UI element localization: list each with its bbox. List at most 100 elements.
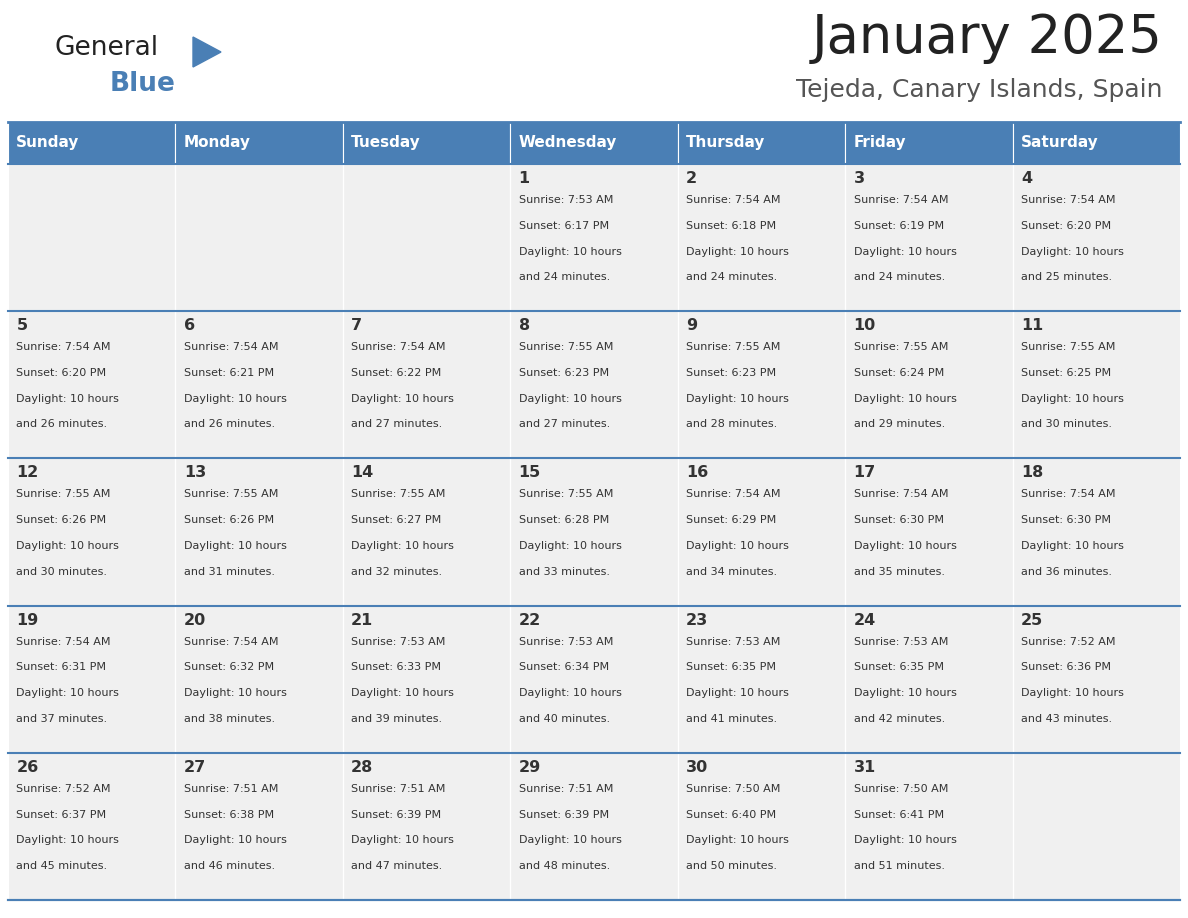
- Text: Sunrise: 7:53 AM: Sunrise: 7:53 AM: [519, 195, 613, 205]
- Text: Daylight: 10 hours: Daylight: 10 hours: [184, 541, 286, 551]
- Bar: [677, 753, 845, 900]
- Text: 25: 25: [1020, 612, 1043, 628]
- Text: Sunset: 6:36 PM: Sunset: 6:36 PM: [1020, 663, 1111, 672]
- Text: and 42 minutes.: and 42 minutes.: [853, 714, 944, 724]
- Text: Sunset: 6:30 PM: Sunset: 6:30 PM: [853, 515, 943, 525]
- Text: Sunrise: 7:50 AM: Sunrise: 7:50 AM: [853, 784, 948, 794]
- Text: and 36 minutes.: and 36 minutes.: [1020, 566, 1112, 577]
- Text: 4: 4: [1020, 171, 1032, 186]
- Text: Saturday: Saturday: [1020, 136, 1099, 151]
- Bar: [8, 606, 176, 753]
- Text: Sunset: 6:22 PM: Sunset: 6:22 PM: [352, 368, 442, 378]
- Polygon shape: [192, 37, 221, 67]
- Text: 28: 28: [352, 760, 373, 775]
- Text: Sunrise: 7:55 AM: Sunrise: 7:55 AM: [17, 489, 110, 499]
- Text: and 38 minutes.: and 38 minutes.: [184, 714, 274, 724]
- Bar: [8, 164, 176, 311]
- Bar: [176, 753, 343, 900]
- Text: Sunrise: 7:51 AM: Sunrise: 7:51 AM: [184, 784, 278, 794]
- Text: 29: 29: [519, 760, 541, 775]
- Bar: [845, 122, 1012, 164]
- Text: 19: 19: [17, 612, 39, 628]
- Text: Sunrise: 7:54 AM: Sunrise: 7:54 AM: [687, 489, 781, 499]
- Bar: [343, 164, 511, 311]
- Bar: [511, 458, 677, 606]
- Text: Daylight: 10 hours: Daylight: 10 hours: [853, 835, 956, 845]
- Text: Daylight: 10 hours: Daylight: 10 hours: [519, 835, 621, 845]
- Text: and 26 minutes.: and 26 minutes.: [184, 420, 274, 430]
- Text: Daylight: 10 hours: Daylight: 10 hours: [687, 835, 789, 845]
- Text: 9: 9: [687, 319, 697, 333]
- Text: Daylight: 10 hours: Daylight: 10 hours: [1020, 247, 1124, 256]
- Text: Sunset: 6:35 PM: Sunset: 6:35 PM: [687, 663, 776, 672]
- Text: 14: 14: [352, 465, 373, 480]
- Text: 3: 3: [853, 171, 865, 186]
- Text: Sunset: 6:23 PM: Sunset: 6:23 PM: [687, 368, 776, 378]
- Text: Sunrise: 7:55 AM: Sunrise: 7:55 AM: [184, 489, 278, 499]
- Text: Sunset: 6:24 PM: Sunset: 6:24 PM: [853, 368, 943, 378]
- Text: Sunrise: 7:50 AM: Sunrise: 7:50 AM: [687, 784, 781, 794]
- Text: General: General: [55, 35, 159, 61]
- Text: and 35 minutes.: and 35 minutes.: [853, 566, 944, 577]
- Text: and 30 minutes.: and 30 minutes.: [1020, 420, 1112, 430]
- Text: Sunrise: 7:54 AM: Sunrise: 7:54 AM: [352, 342, 446, 353]
- Text: Sunset: 6:37 PM: Sunset: 6:37 PM: [17, 810, 107, 820]
- Text: Daylight: 10 hours: Daylight: 10 hours: [687, 247, 789, 256]
- Text: Daylight: 10 hours: Daylight: 10 hours: [352, 394, 454, 404]
- Text: Daylight: 10 hours: Daylight: 10 hours: [17, 394, 119, 404]
- Text: and 43 minutes.: and 43 minutes.: [1020, 714, 1112, 724]
- Bar: [176, 164, 343, 311]
- Bar: [343, 606, 511, 753]
- Text: Sunset: 6:39 PM: Sunset: 6:39 PM: [352, 810, 442, 820]
- Bar: [1012, 311, 1180, 458]
- Text: Tuesday: Tuesday: [352, 136, 421, 151]
- Bar: [845, 164, 1012, 311]
- Text: and 27 minutes.: and 27 minutes.: [519, 420, 609, 430]
- Text: Sunset: 6:20 PM: Sunset: 6:20 PM: [1020, 220, 1111, 230]
- Text: 10: 10: [853, 319, 876, 333]
- Text: 31: 31: [853, 760, 876, 775]
- Text: and 33 minutes.: and 33 minutes.: [519, 566, 609, 577]
- Text: Sunrise: 7:55 AM: Sunrise: 7:55 AM: [853, 342, 948, 353]
- Bar: [677, 311, 845, 458]
- Text: Sunrise: 7:54 AM: Sunrise: 7:54 AM: [184, 342, 278, 353]
- Bar: [176, 122, 343, 164]
- Text: Sunrise: 7:55 AM: Sunrise: 7:55 AM: [1020, 342, 1116, 353]
- Text: Daylight: 10 hours: Daylight: 10 hours: [1020, 394, 1124, 404]
- Text: Sunrise: 7:52 AM: Sunrise: 7:52 AM: [1020, 636, 1116, 646]
- Text: and 26 minutes.: and 26 minutes.: [17, 420, 107, 430]
- Text: and 31 minutes.: and 31 minutes.: [184, 566, 274, 577]
- Bar: [677, 122, 845, 164]
- Bar: [677, 458, 845, 606]
- Text: 1: 1: [519, 171, 530, 186]
- Text: and 37 minutes.: and 37 minutes.: [17, 714, 107, 724]
- Text: and 34 minutes.: and 34 minutes.: [687, 566, 777, 577]
- Text: Blue: Blue: [110, 71, 176, 97]
- Text: 26: 26: [17, 760, 39, 775]
- Text: Sunset: 6:35 PM: Sunset: 6:35 PM: [853, 663, 943, 672]
- Bar: [1012, 753, 1180, 900]
- Text: 21: 21: [352, 612, 373, 628]
- Text: Daylight: 10 hours: Daylight: 10 hours: [184, 394, 286, 404]
- Text: 24: 24: [853, 612, 876, 628]
- Text: and 24 minutes.: and 24 minutes.: [853, 273, 944, 282]
- Bar: [1012, 458, 1180, 606]
- Bar: [176, 606, 343, 753]
- Text: Monday: Monday: [184, 136, 251, 151]
- Text: and 24 minutes.: and 24 minutes.: [519, 273, 609, 282]
- Text: 7: 7: [352, 319, 362, 333]
- Text: Daylight: 10 hours: Daylight: 10 hours: [17, 835, 119, 845]
- Text: Sunrise: 7:53 AM: Sunrise: 7:53 AM: [687, 636, 781, 646]
- Text: Sunrise: 7:52 AM: Sunrise: 7:52 AM: [17, 784, 110, 794]
- Text: Sunset: 6:41 PM: Sunset: 6:41 PM: [853, 810, 943, 820]
- Bar: [343, 122, 511, 164]
- Bar: [8, 458, 176, 606]
- Bar: [511, 122, 677, 164]
- Text: Sunset: 6:28 PM: Sunset: 6:28 PM: [519, 515, 609, 525]
- Text: Sunset: 6:19 PM: Sunset: 6:19 PM: [853, 220, 943, 230]
- Text: Daylight: 10 hours: Daylight: 10 hours: [17, 541, 119, 551]
- Text: Sunday: Sunday: [17, 136, 80, 151]
- Text: Sunrise: 7:53 AM: Sunrise: 7:53 AM: [853, 636, 948, 646]
- Text: 16: 16: [687, 465, 708, 480]
- Text: Thursday: Thursday: [687, 136, 765, 151]
